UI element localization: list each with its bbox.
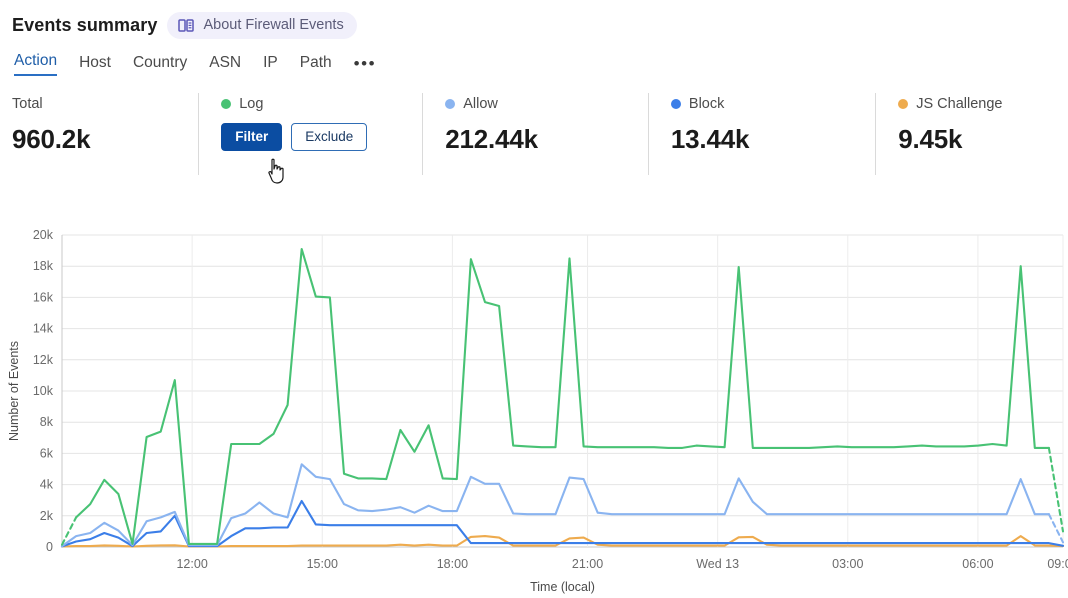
metric-js-challenge-value: 9.45k <box>898 124 963 154</box>
x-axis-tick: 09:00 <box>1047 557 1068 571</box>
x-axis-title: Time (local) <box>530 580 595 594</box>
dimension-tabs: Action Host Country ASN IP Path ••• <box>0 39 1068 76</box>
series-dashed-head-log <box>60 516 78 546</box>
y-axis-tick: 8k <box>40 415 54 429</box>
metric-block-head: Block <box>670 93 853 115</box>
metric-block-value: 13.44k <box>670 124 750 154</box>
y-axis-tick: 12k <box>33 353 54 367</box>
chart-svg: 0 2k 4k 6k 8k 10k 12k 14k 16k 18k 20k 12:00 15:00 18:… <box>7 228 1068 594</box>
metric-allow: Allow 212.44k <box>422 93 648 175</box>
page-title: Events summary <box>12 15 158 35</box>
about-firewall-events-badge[interactable]: About Firewall Events <box>167 12 357 39</box>
y-axis-tick: 14k <box>33 322 54 336</box>
filter-button[interactable]: Filter <box>221 123 283 151</box>
page-header: Events summary About Firewall Events <box>0 0 1068 39</box>
x-axis-tick: 06:00 <box>962 557 993 571</box>
series-line-js-challenge <box>60 535 1065 548</box>
legend-dot-block <box>670 99 681 109</box>
about-badge-label: About Firewall Events <box>203 17 344 33</box>
x-axis-tick: 18:00 <box>437 557 468 571</box>
y-axis-title: Number of Events <box>7 341 21 441</box>
y-axis-tick: 6k <box>40 446 54 460</box>
y-axis-tick: 10k <box>33 384 54 398</box>
series-dashed-tail-log <box>1047 446 1065 533</box>
tab-path[interactable]: Path <box>299 54 332 71</box>
legend-dot-log <box>221 99 232 109</box>
events-timeseries-chart[interactable]: 0 2k 4k 6k 8k 10k 12k 14k 16k 18k 20k 12:00 15:00 18:… <box>0 205 1068 598</box>
tab-more-button[interactable]: ••• <box>353 54 377 73</box>
x-axis-tick: 03:00 <box>832 557 863 571</box>
metric-js-challenge-label: JS Challenge <box>916 96 1003 112</box>
metric-total-value: 960.2k <box>12 124 91 154</box>
y-axis-tick: 2k <box>40 509 54 523</box>
metric-log-head: Log <box>221 93 400 115</box>
metric-block: Block 13.44k <box>647 93 875 175</box>
tab-ip[interactable]: IP <box>263 54 278 71</box>
metric-allow-value: 212.44k <box>445 124 538 154</box>
metric-log-label: Log <box>239 96 264 112</box>
tab-action[interactable]: Action <box>14 52 58 76</box>
y-axis-tick: 18k <box>33 259 54 273</box>
metric-js-challenge-head: JS Challenge <box>898 93 1046 115</box>
y-axis-tick: 16k <box>33 290 54 304</box>
x-axis-tick: Wed 13 <box>696 557 739 571</box>
metric-allow-label: Allow <box>463 96 498 112</box>
series-dashed-tail-allow <box>1047 513 1065 544</box>
tab-country[interactable]: Country <box>132 54 188 71</box>
y-axis-tick: 4k <box>40 478 54 492</box>
series-line-block <box>60 499 1065 548</box>
book-icon <box>178 18 195 33</box>
x-axis-tick: 15:00 <box>307 557 338 571</box>
y-axis-tick: 0 <box>46 540 53 554</box>
metric-total-head: Total <box>12 93 176 115</box>
tab-asn[interactable]: ASN <box>209 54 242 71</box>
x-axis-tick: 12:00 <box>176 557 207 571</box>
y-axis-tick: 20k <box>33 228 54 242</box>
metric-total: Total 960.2k <box>12 93 198 175</box>
metrics-row: Total 960.2k Log Filter Exclude Allow 21… <box>0 93 1068 175</box>
metric-allow-head: Allow <box>445 93 626 115</box>
legend-dot-js-challenge <box>898 99 909 109</box>
series-line-log <box>75 247 1050 545</box>
log-action-buttons: Filter Exclude <box>221 123 400 151</box>
metric-total-label: Total <box>12 96 43 112</box>
x-axis-tick: 21:00 <box>572 557 603 571</box>
metric-log: Log Filter Exclude <box>198 93 422 175</box>
metric-block-label: Block <box>688 96 725 112</box>
tab-host[interactable]: Host <box>79 54 111 71</box>
exclude-button[interactable]: Exclude <box>291 123 368 151</box>
legend-dot-allow <box>445 99 456 109</box>
metric-js-challenge: JS Challenge 9.45k <box>875 93 1068 175</box>
series-line-allow <box>60 463 1050 548</box>
